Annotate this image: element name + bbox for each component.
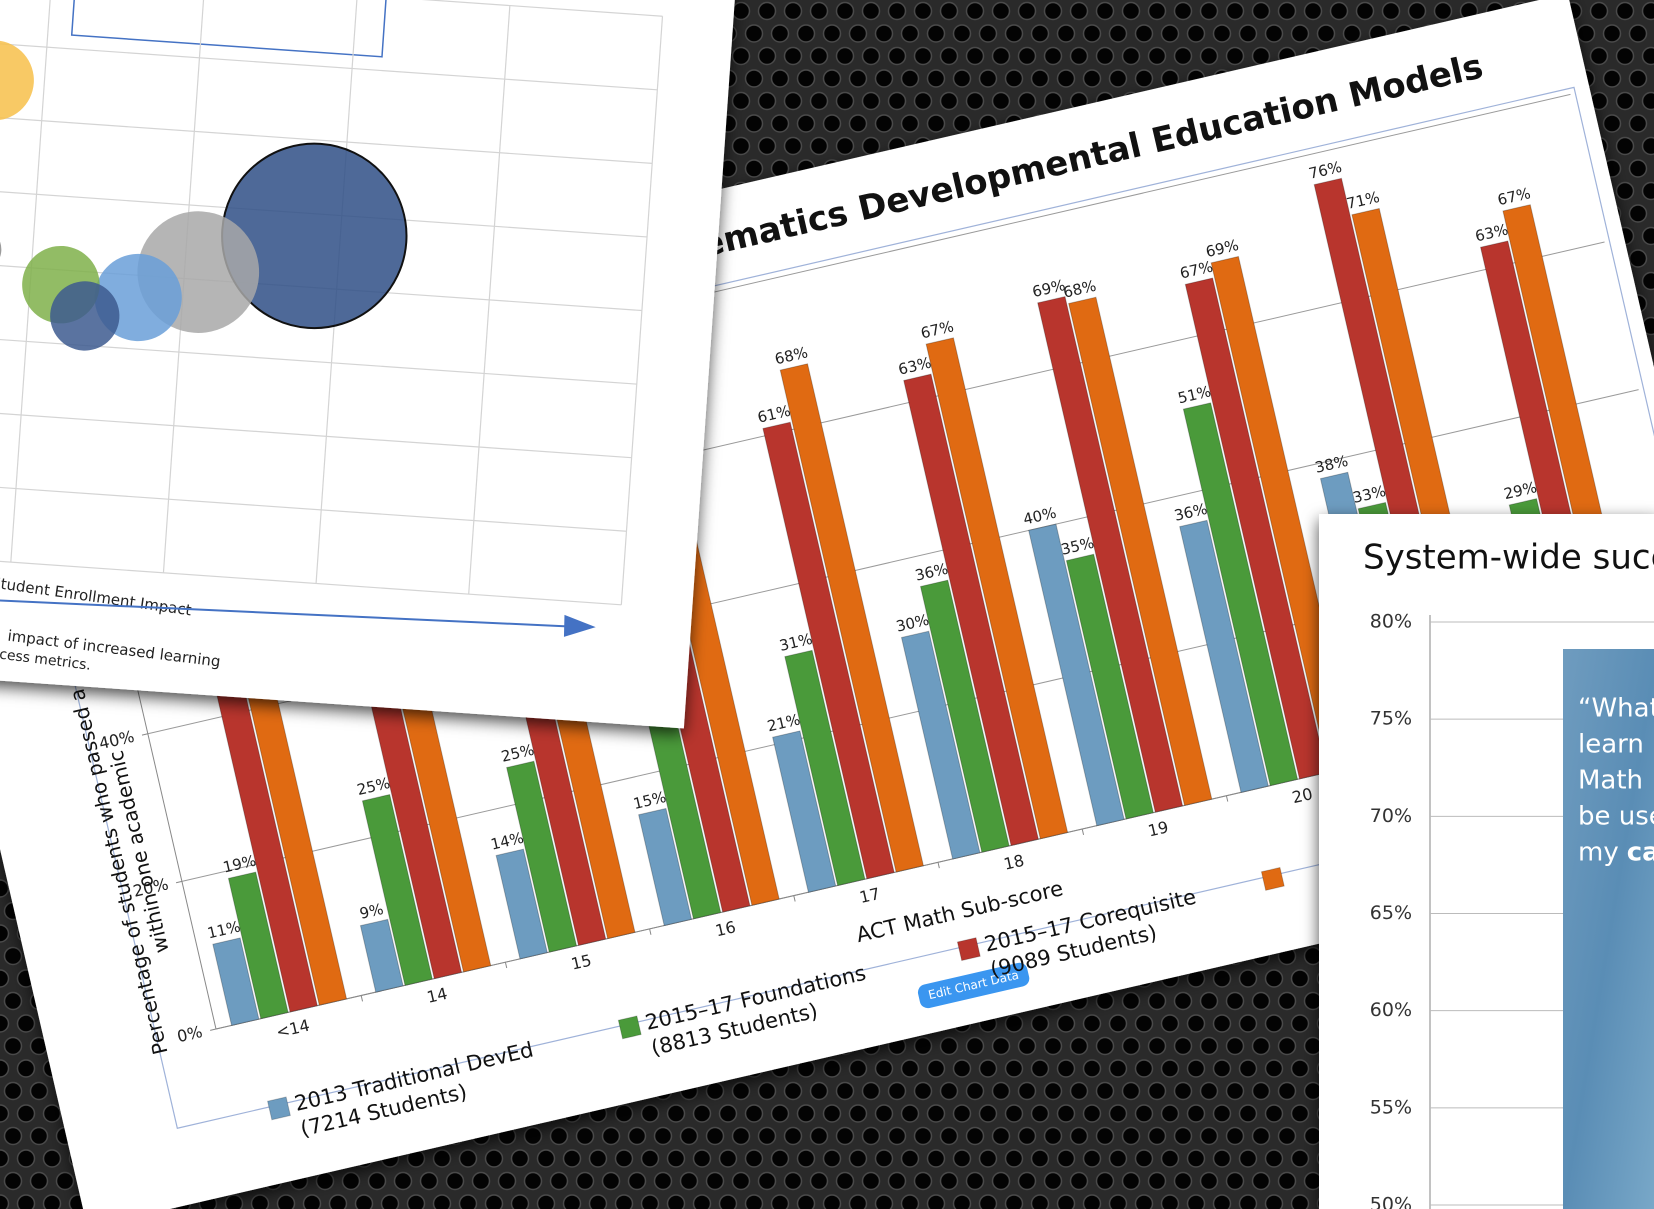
quote-line: be use	[1578, 802, 1654, 832]
y-tick-label: 50%	[1370, 1194, 1412, 1209]
quote-line: learn i	[1578, 730, 1654, 760]
plot-area	[0, 0, 664, 606]
x-tick-label: 19	[1146, 817, 1170, 840]
bar	[638, 807, 693, 927]
bar	[1182, 402, 1299, 787]
bar	[359, 918, 404, 993]
legend-swatch	[956, 937, 981, 962]
bar	[762, 421, 895, 880]
bar	[925, 337, 1069, 840]
x-tick	[937, 862, 940, 869]
axis-arrow	[0, 592, 578, 628]
tick-mark	[175, 880, 183, 884]
quote-line: Math	[1578, 766, 1643, 796]
bubble	[50, 281, 120, 351]
edit-button-bg[interactable]	[916, 961, 1031, 1010]
bar	[1037, 295, 1184, 813]
bar	[900, 630, 981, 860]
quote-emphasis: ca	[1627, 838, 1654, 868]
bar	[1028, 523, 1125, 827]
chart-frame	[19, 86, 1654, 1129]
y-tick-label: 70%	[1370, 805, 1412, 827]
y-tick-label: 75%	[1370, 708, 1412, 730]
x-tick-label: 18	[1002, 851, 1026, 874]
tick-mark	[141, 733, 148, 736]
text-box	[70, 0, 390, 58]
bar	[506, 760, 578, 953]
x-tick-label: 17	[858, 884, 882, 907]
bar	[772, 730, 837, 893]
bar	[227, 871, 289, 1020]
bar	[212, 937, 260, 1027]
y-tick-label: 80%	[1370, 611, 1412, 633]
x-tick-label: 20	[1290, 784, 1314, 807]
tick-mark	[210, 1028, 217, 1031]
x-tick	[649, 928, 652, 935]
quote-image	[1563, 649, 1654, 1209]
bar	[1179, 519, 1269, 793]
x-tick-label: 14	[425, 984, 449, 1007]
data-label: 9%	[358, 900, 385, 923]
bar	[784, 649, 866, 887]
grid-line	[0, 35, 658, 91]
grid-line	[0, 109, 653, 164]
bar	[1065, 553, 1154, 820]
bar	[919, 579, 1010, 853]
bar	[779, 363, 924, 873]
legend-swatch	[1260, 866, 1285, 891]
bar	[1184, 277, 1328, 780]
grid-line	[0, 477, 627, 532]
chart-title: System-wide succ	[1363, 538, 1654, 578]
x-tick	[793, 895, 796, 902]
legend-swatch	[617, 1015, 642, 1040]
bar	[495, 848, 548, 960]
grid-line	[0, 550, 622, 606]
legend-swatch	[266, 1096, 291, 1121]
grid-line	[0, 403, 632, 459]
x-tick	[504, 962, 508, 969]
arrow-head	[563, 614, 596, 637]
quote-line: my	[1578, 838, 1619, 868]
slide-sheet	[0, 0, 737, 729]
bubble-chart-slide: Student Enrollment Impact impact of incr…	[0, 0, 737, 729]
x-tick	[360, 995, 364, 1002]
y-tick-label: 55%	[1370, 1096, 1412, 1118]
bar	[361, 793, 433, 986]
y-tick-label: 60%	[1370, 999, 1412, 1021]
x-tick	[1081, 828, 1085, 835]
bar	[1068, 296, 1213, 806]
grid-line	[0, 0, 663, 17]
x-tick-label: 15	[569, 951, 593, 974]
x-tick-label: 16	[713, 917, 737, 940]
bar	[903, 373, 1039, 847]
bubble	[0, 40, 34, 121]
x-tick	[1225, 795, 1229, 802]
success-slide: System-wide succ 80% 75% 70% 65% 60% 55% 50% “W…	[1319, 514, 1654, 1209]
y-tick-label: 65%	[1370, 902, 1412, 924]
grid-line	[0, 330, 637, 385]
quote-line: “What	[1578, 694, 1654, 724]
